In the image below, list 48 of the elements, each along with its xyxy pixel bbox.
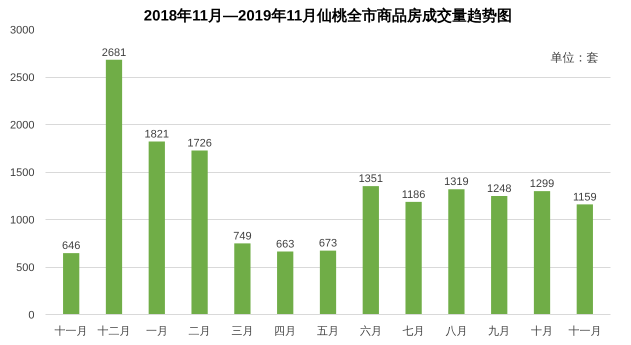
data-label: 646 xyxy=(62,240,80,252)
bar xyxy=(106,60,122,314)
x-tick-label: 七月 xyxy=(402,324,425,338)
bar xyxy=(148,142,165,314)
bar xyxy=(277,252,294,314)
x-tick-label: 四月 xyxy=(274,326,296,338)
bar xyxy=(491,196,508,314)
x-tick-label: 六月 xyxy=(360,324,382,338)
data-label: 2681 xyxy=(102,46,126,59)
x-tick-label: 八月 xyxy=(445,326,468,338)
data-label: 1726 xyxy=(187,138,212,150)
data-label: 663 xyxy=(276,238,294,251)
y-tick-label: 500 xyxy=(16,262,35,274)
x-tick-label: 十一月 xyxy=(54,324,88,338)
y-tick-label: 2500 xyxy=(10,72,35,84)
x-tick-label: 一月 xyxy=(146,326,168,338)
x-tick-label: 五月 xyxy=(317,326,339,338)
data-label: 673 xyxy=(318,238,338,250)
x-tick-label: 九月 xyxy=(488,324,510,338)
bar xyxy=(448,189,465,314)
bar xyxy=(534,191,550,314)
x-tick-label: 二月 xyxy=(188,326,211,338)
y-tick-label: 1000 xyxy=(10,214,35,226)
data-label: 1248 xyxy=(486,182,512,195)
x-tick-label: 十二月 xyxy=(97,324,130,338)
bar xyxy=(234,243,251,314)
bar xyxy=(576,204,593,314)
bar xyxy=(320,250,336,314)
bar xyxy=(362,186,379,314)
bar xyxy=(405,202,422,314)
data-label: 1159 xyxy=(572,191,597,204)
data-label: 1351 xyxy=(358,173,384,186)
data-label: 749 xyxy=(233,230,252,242)
y-tick-label: 2000 xyxy=(10,120,35,132)
data-label: 1186 xyxy=(402,188,426,201)
x-tick-label: 三月 xyxy=(231,326,254,338)
y-tick-label: 0 xyxy=(28,310,35,322)
x-tick-label: 十一月 xyxy=(568,324,602,338)
data-label: 1821 xyxy=(144,128,170,141)
bar xyxy=(63,253,80,314)
x-tick-label: 十月 xyxy=(531,324,554,338)
chart-title: 2018年11月—2019年11月仙桃全市商品房成交量趋势图 xyxy=(144,6,512,24)
data-label: 1319 xyxy=(444,176,469,188)
y-tick-label: 3000 xyxy=(10,24,35,36)
bar xyxy=(191,150,208,314)
y-tick-label: 1500 xyxy=(10,167,35,179)
data-label: 1299 xyxy=(530,178,554,190)
annotation: 单位：套 xyxy=(550,50,598,64)
